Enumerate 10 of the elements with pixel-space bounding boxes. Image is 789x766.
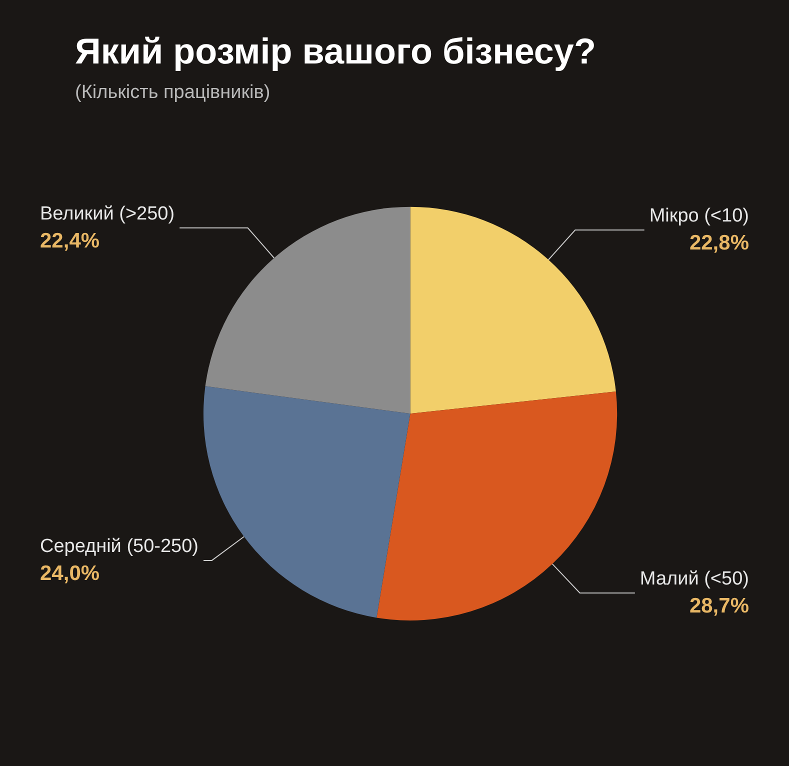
slice-label: Великий (>250) <box>40 203 175 224</box>
chart-subtitle: (Кількість працівників) <box>75 82 270 103</box>
chart-title: Який розмір вашого бізнесу? <box>75 30 596 72</box>
slice-label: Мікро (<10) <box>649 205 749 226</box>
data-label: 28,7% <box>689 594 750 618</box>
slice-label: Малий (<50) <box>640 568 749 590</box>
data-label: 22,4% <box>40 229 100 252</box>
data-label: 22,8% <box>689 231 750 254</box>
slice-label: Середній (50-250) <box>40 536 199 557</box>
data-label: 24,0% <box>40 562 100 585</box>
